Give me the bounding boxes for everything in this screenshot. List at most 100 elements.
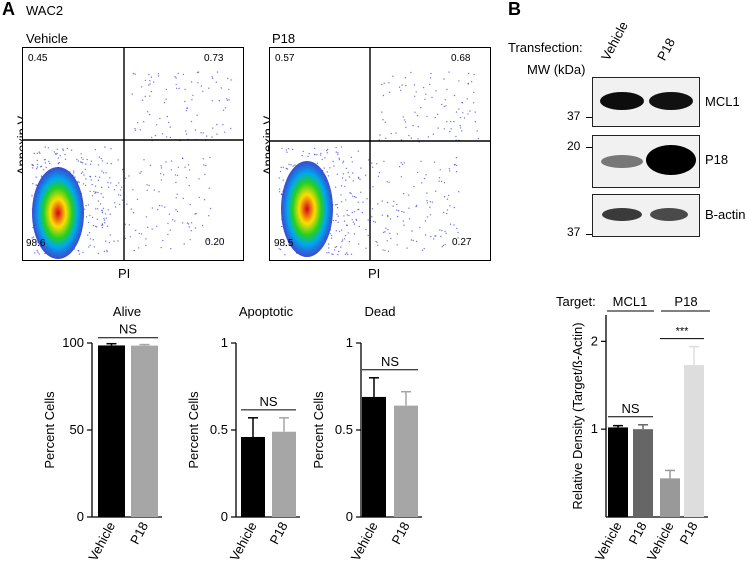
event-dot: [461, 101, 464, 104]
event-dot: [80, 172, 83, 174]
flow-plot-title-p18: P18: [272, 31, 296, 46]
event-dot: [358, 208, 360, 210]
category-label: P18: [626, 519, 650, 546]
event-dot: [86, 158, 88, 161]
event-dot: [38, 253, 40, 255]
event-dot: [335, 245, 338, 248]
panel-letter-a: A: [2, 0, 15, 19]
event-dot: [120, 186, 123, 188]
event-dot: [163, 174, 165, 176]
event-dot: [426, 202, 429, 204]
event-dot: [98, 156, 101, 158]
event-dot: [401, 163, 404, 166]
event-dot: [146, 184, 148, 186]
bar-chart-dead: 0 0.5 1 Vehicle P18 Dead Percent Cells NS: [311, 304, 422, 561]
event-dot: [32, 183, 34, 185]
event-dot: [84, 184, 87, 187]
event-dot: [128, 175, 130, 177]
event-dot: [383, 82, 385, 84]
event-dot: [410, 239, 413, 241]
event-dot: [177, 72, 179, 75]
event-dot: [376, 241, 378, 243]
event-dot: [281, 147, 283, 150]
event-dot: [438, 180, 440, 182]
blot-label-b-actin: B-actin: [705, 207, 746, 222]
event-dot: [227, 77, 229, 80]
significance-label: NS: [259, 394, 277, 409]
event-dot: [119, 203, 121, 206]
event-dot: [377, 203, 379, 205]
chart-title: Apoptotic: [239, 304, 294, 319]
event-dot: [205, 135, 208, 137]
event-dot: [446, 121, 448, 123]
event-dot: [279, 170, 282, 173]
event-dot: [132, 189, 134, 191]
event-dot: [467, 82, 469, 85]
event-dot: [357, 176, 360, 178]
mw-marker: 37: [567, 109, 581, 123]
event-dot: [386, 181, 388, 183]
event-dot: [352, 172, 354, 174]
event-dot: [205, 164, 207, 167]
event-dot: [294, 164, 296, 166]
event-dot: [415, 91, 417, 93]
event-dot: [77, 160, 80, 162]
event-dot: [74, 176, 76, 178]
event-dot: [453, 206, 456, 209]
event-dot: [215, 81, 217, 83]
event-dot: [190, 230, 192, 232]
event-dot: [228, 99, 230, 101]
event-dot: [332, 253, 334, 256]
event-dot: [463, 117, 466, 119]
event-dot: [141, 86, 143, 88]
event-dot: [31, 167, 34, 169]
flow-plot-p18: [269, 47, 491, 261]
mw-label: MW (kDa): [527, 62, 586, 77]
event-dot: [446, 198, 449, 200]
event-dot: [157, 73, 160, 75]
event-dot: [342, 173, 345, 175]
event-dot: [441, 229, 443, 232]
event-dot: [100, 186, 103, 188]
event-dot: [458, 191, 460, 193]
event-dot: [429, 206, 431, 208]
event-dot: [338, 250, 340, 253]
band: [649, 92, 693, 110]
event-dot: [352, 180, 354, 182]
mw-tick: [586, 117, 592, 118]
event-dot: [459, 127, 462, 129]
event-dot: [166, 115, 168, 118]
event-dot: [103, 250, 106, 252]
event-dot: [395, 132, 397, 134]
event-dot: [375, 240, 377, 243]
event-dot: [100, 193, 102, 195]
event-dot: [328, 247, 330, 249]
event-dot: [346, 209, 348, 212]
event-dot: [278, 248, 280, 250]
event-dot: [194, 129, 197, 131]
event-dot: [194, 213, 196, 215]
event-dot: [198, 178, 200, 180]
bar: [633, 429, 653, 517]
event-dot: [412, 124, 414, 127]
event-dot: [329, 167, 331, 169]
event-dot: [347, 232, 349, 234]
event-dot: [439, 229, 441, 231]
event-dot: [357, 177, 360, 179]
event-dot: [441, 246, 443, 248]
event-dot: [133, 249, 135, 252]
flow-plot-xlabel: PI: [368, 266, 381, 281]
event-dot: [340, 146, 343, 148]
event-dot: [185, 177, 187, 179]
significance-label: ***: [676, 326, 690, 338]
event-dot: [107, 209, 109, 211]
event-dot: [115, 185, 118, 187]
event-dot: [429, 201, 431, 203]
event-dot: [207, 239, 209, 241]
event-dot: [56, 152, 58, 155]
event-dot: [336, 203, 338, 206]
event-dot: [226, 98, 228, 100]
band: [601, 155, 643, 168]
event-dot: [62, 148, 64, 150]
event-dot: [159, 117, 161, 120]
